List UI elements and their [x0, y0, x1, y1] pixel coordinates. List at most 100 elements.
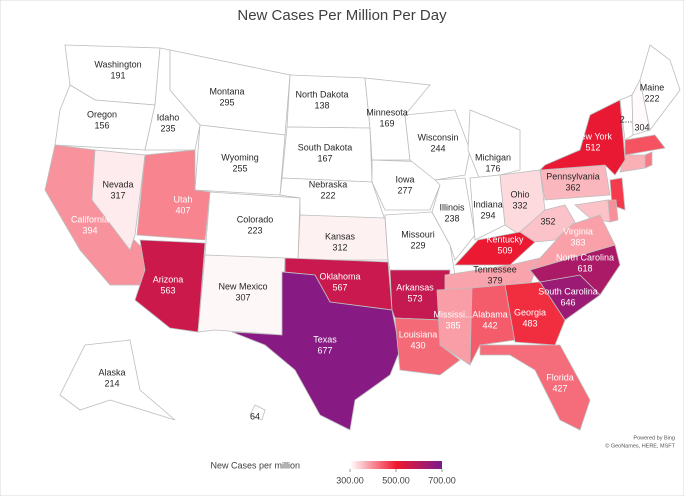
state [538, 99, 626, 176]
state-value: 379 [487, 275, 502, 285]
state-name: New Mexico [218, 281, 267, 291]
state [519, 204, 576, 243]
state-name: Nevada [102, 179, 133, 189]
state-value: 332 [512, 200, 527, 210]
state-value: 573 [407, 293, 422, 303]
state-value: 362 [565, 182, 580, 192]
state-value: 64 [250, 411, 260, 421]
legend-tick-label: 500.00 [382, 475, 410, 485]
state-name: Pennsylvania [546, 171, 600, 181]
state-name: South Carolina [538, 286, 598, 296]
state-value: 317 [110, 190, 125, 200]
state-name: Texas [313, 334, 337, 344]
state-value: 430 [410, 340, 425, 350]
attribution: © GeoNames, HERE, MSFT [605, 442, 675, 449]
state-name: Louisiana [399, 329, 438, 339]
state-value: 483 [522, 318, 537, 328]
state-value: 407 [175, 205, 190, 215]
state [197, 254, 286, 336]
state [231, 271, 401, 431]
state-name: Colorado [237, 214, 274, 224]
state-name: Wisconsin [417, 132, 458, 142]
state [469, 284, 516, 366]
state-value: 138 [314, 100, 329, 110]
state-unlabeled [607, 199, 619, 223]
state-value: 312 [332, 242, 347, 252]
state-name: Arizona [153, 274, 184, 284]
state-name: Kentucky [486, 234, 524, 244]
state-name: Kansas [325, 231, 356, 241]
state-name: Illinois [439, 202, 465, 212]
state [249, 404, 266, 421]
state-value: 383 [570, 237, 585, 247]
state-value: 2... [620, 114, 633, 124]
state [91, 149, 146, 251]
state-name: Georgia [514, 307, 546, 317]
state-unlabeled [644, 151, 653, 169]
state-value: 385 [445, 320, 460, 330]
state-name: North Dakota [295, 89, 348, 99]
state-unlabeled [624, 134, 666, 156]
states [44, 44, 681, 431]
state-name: Oklahoma [319, 271, 360, 281]
state [479, 344, 591, 431]
state [59, 339, 176, 421]
state-value: 442 [482, 320, 497, 330]
state-value: 307 [235, 292, 250, 302]
state-name: Maine [640, 82, 665, 92]
state [134, 239, 206, 333]
legend-title: New Cases per million [210, 460, 300, 470]
state-name: Mississi... [434, 309, 473, 319]
state-value: 176 [485, 163, 500, 173]
state-name: Utah [173, 194, 192, 204]
state-value: 222 [320, 190, 335, 200]
state-value: 646 [560, 297, 575, 307]
state-name: Nebraska [309, 179, 348, 189]
state [431, 177, 476, 261]
map-title: New Cases Per Million Per Day [237, 7, 447, 24]
state-value: 563 [160, 285, 175, 295]
state-name: New York [574, 131, 613, 141]
state-name: Washington [94, 59, 141, 69]
state-name: Indiana [473, 199, 503, 209]
state-name: Idaho [157, 112, 180, 122]
state-name: Tennessee [473, 264, 517, 274]
state-value: 167 [317, 153, 332, 163]
state-value: 295 [219, 97, 234, 107]
state-value: 512 [585, 142, 600, 152]
state-name: Oregon [87, 109, 117, 119]
state-name: Ohio [510, 189, 529, 199]
state-name: Iowa [395, 174, 414, 184]
legend-gradient [350, 461, 442, 469]
state-name: Virginia [563, 226, 593, 236]
state-name: California [71, 214, 109, 224]
state-value: 235 [160, 123, 175, 133]
state-value: 304 [634, 122, 649, 132]
state-value: 509 [497, 245, 512, 255]
state-value: 677 [317, 345, 332, 355]
state-value: 238 [444, 213, 459, 223]
state-name: South Dakota [298, 142, 353, 152]
state-value: 156 [94, 120, 109, 130]
state-name: Florida [546, 372, 574, 382]
state-value: 618 [577, 263, 592, 273]
state-value: 427 [552, 383, 567, 393]
state-value: 222 [644, 93, 659, 103]
legend-tick-label: 300.00 [336, 475, 364, 485]
state-value: 352 [540, 216, 555, 226]
legend-tick-label: 700.00 [428, 475, 456, 485]
state-value: 255 [232, 163, 247, 173]
state-value: 229 [410, 240, 425, 250]
state-value: 244 [430, 143, 445, 153]
state [404, 109, 471, 181]
state-name: Arkansas [396, 282, 434, 292]
state-value: 169 [379, 118, 394, 128]
state [639, 44, 681, 131]
state-value: 277 [397, 185, 412, 195]
state-name: Minnesota [366, 107, 408, 117]
state-value: 191 [110, 70, 125, 80]
state-value: 223 [247, 225, 262, 235]
state-name: Missouri [401, 229, 435, 239]
